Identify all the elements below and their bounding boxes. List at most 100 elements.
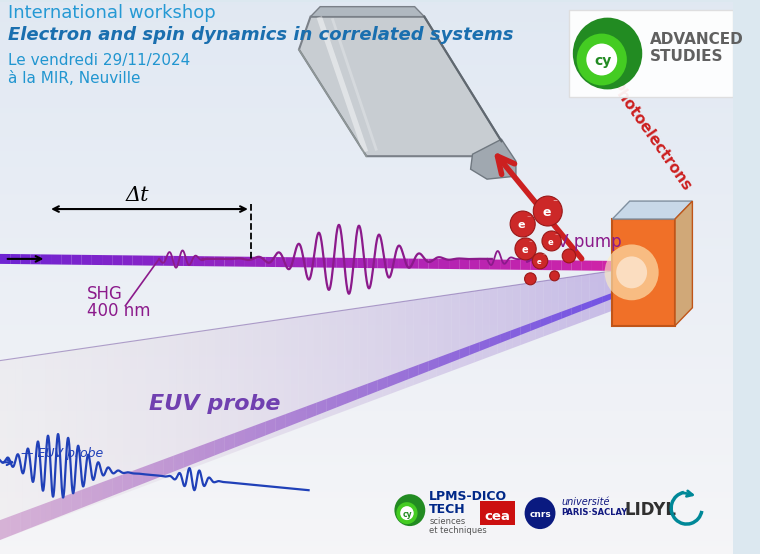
Polygon shape	[92, 482, 102, 504]
Polygon shape	[367, 380, 378, 396]
Text: ⁻: ⁻	[529, 240, 533, 247]
Polygon shape	[367, 306, 375, 402]
Text: Le vendredi 29/11/2024: Le vendredi 29/11/2024	[8, 54, 190, 69]
Text: Photoelectrons: Photoelectrons	[607, 79, 695, 194]
Polygon shape	[316, 399, 327, 416]
Polygon shape	[0, 516, 10, 540]
Polygon shape	[41, 501, 51, 524]
Polygon shape	[451, 293, 459, 371]
Polygon shape	[413, 299, 421, 385]
Text: et techniques: et techniques	[429, 526, 487, 535]
Circle shape	[605, 244, 659, 300]
Polygon shape	[551, 312, 562, 323]
Polygon shape	[602, 261, 613, 271]
Circle shape	[534, 196, 562, 226]
Polygon shape	[357, 258, 367, 268]
Text: SHG: SHG	[87, 285, 122, 303]
Polygon shape	[408, 365, 419, 379]
Polygon shape	[10, 254, 21, 264]
Polygon shape	[115, 342, 122, 497]
Polygon shape	[421, 298, 429, 382]
Polygon shape	[613, 219, 675, 326]
Polygon shape	[559, 278, 566, 331]
Polygon shape	[286, 411, 296, 428]
Polygon shape	[597, 272, 605, 316]
Text: — EUV probe: — EUV probe	[21, 447, 103, 460]
Polygon shape	[327, 395, 337, 412]
Text: e: e	[543, 206, 551, 219]
Polygon shape	[505, 285, 513, 351]
Polygon shape	[347, 387, 357, 403]
Polygon shape	[81, 486, 92, 508]
Polygon shape	[347, 258, 357, 268]
Text: cy: cy	[403, 510, 413, 519]
Polygon shape	[581, 274, 590, 322]
Polygon shape	[71, 490, 81, 512]
Text: cy: cy	[594, 54, 611, 69]
Polygon shape	[467, 291, 474, 365]
Polygon shape	[122, 255, 133, 265]
Polygon shape	[77, 348, 84, 511]
Polygon shape	[276, 319, 283, 437]
Text: e: e	[518, 220, 525, 230]
Polygon shape	[327, 258, 337, 268]
Text: ⁻: ⁻	[527, 213, 531, 222]
Polygon shape	[419, 361, 429, 375]
Polygon shape	[286, 257, 296, 267]
Polygon shape	[359, 307, 367, 406]
Polygon shape	[378, 376, 388, 391]
Polygon shape	[474, 290, 483, 362]
Polygon shape	[296, 407, 306, 423]
Polygon shape	[255, 257, 265, 267]
Circle shape	[510, 211, 535, 237]
Polygon shape	[352, 308, 359, 408]
Circle shape	[573, 18, 642, 89]
Polygon shape	[230, 326, 237, 454]
Polygon shape	[102, 479, 112, 500]
Polygon shape	[0, 254, 10, 264]
Polygon shape	[311, 7, 424, 17]
Polygon shape	[15, 357, 23, 534]
Text: LIDYL: LIDYL	[625, 501, 677, 519]
Polygon shape	[391, 302, 398, 394]
Polygon shape	[510, 327, 521, 339]
Polygon shape	[498, 286, 505, 354]
Polygon shape	[321, 312, 329, 420]
Polygon shape	[10, 512, 21, 536]
Polygon shape	[112, 255, 122, 265]
Text: LPMS-DICO: LPMS-DICO	[429, 490, 507, 503]
Polygon shape	[528, 282, 536, 342]
Polygon shape	[184, 256, 194, 266]
Polygon shape	[378, 258, 388, 268]
Polygon shape	[245, 425, 255, 444]
Text: UV pump: UV pump	[545, 233, 622, 251]
Polygon shape	[153, 255, 163, 266]
Polygon shape	[572, 260, 581, 270]
Circle shape	[586, 44, 617, 75]
Polygon shape	[530, 319, 541, 331]
Polygon shape	[62, 255, 71, 265]
Circle shape	[524, 273, 536, 285]
Polygon shape	[551, 260, 562, 270]
Polygon shape	[265, 257, 276, 267]
Polygon shape	[500, 331, 510, 343]
Polygon shape	[449, 259, 459, 269]
Polygon shape	[21, 254, 30, 264]
Polygon shape	[408, 259, 419, 269]
Polygon shape	[214, 257, 224, 266]
Polygon shape	[592, 296, 602, 307]
Polygon shape	[530, 260, 541, 270]
Text: e: e	[521, 245, 528, 255]
Polygon shape	[510, 260, 521, 270]
Text: ADVANCED: ADVANCED	[650, 32, 744, 47]
Polygon shape	[245, 257, 255, 267]
Polygon shape	[204, 440, 214, 460]
Polygon shape	[470, 259, 480, 269]
Polygon shape	[291, 317, 299, 431]
Polygon shape	[299, 316, 306, 428]
Polygon shape	[268, 320, 276, 440]
Circle shape	[397, 502, 417, 524]
Polygon shape	[306, 403, 316, 419]
Polygon shape	[314, 314, 321, 423]
Text: Δt: Δt	[125, 186, 149, 205]
